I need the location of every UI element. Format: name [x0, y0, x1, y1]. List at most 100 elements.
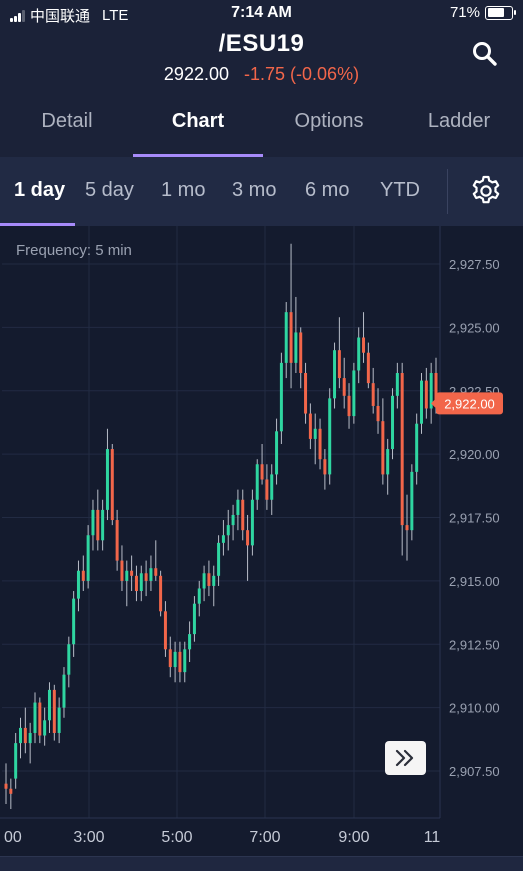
candle-body: [308, 413, 312, 439]
range-selector: 1 day 5 day 1 mo 3 mo 6 mo YTD: [0, 157, 523, 226]
candle-body: [371, 383, 375, 406]
status-bar: 中国联通 LTE 7:14 AM 71%: [0, 0, 523, 26]
candle-body: [381, 421, 385, 475]
quote-line: 2922.00 -1.75 (-0.06%): [0, 64, 523, 85]
candle-body: [265, 479, 269, 500]
last-price: 2922.00: [163, 64, 229, 84]
y-tick-label: 2,910.00: [449, 701, 500, 716]
range-1-mo[interactable]: 1 mo: [161, 179, 206, 201]
candle-body: [197, 588, 201, 604]
candle-body: [144, 573, 148, 581]
candle-body: [101, 509, 105, 541]
chart-settings-button[interactable]: [469, 174, 503, 208]
candle-body: [221, 535, 225, 543]
status-time: 7:14 AM: [231, 4, 292, 21]
candle-body: [255, 464, 259, 500]
range-6-mo[interactable]: 6 mo: [305, 179, 350, 201]
current-price-label: 2,922.00: [444, 396, 495, 411]
candle-body: [362, 337, 366, 353]
candle-body: [14, 743, 18, 779]
candle-body: [410, 471, 414, 531]
candle-body: [207, 573, 211, 586]
candle-body: [328, 398, 332, 475]
candle-body: [38, 702, 42, 736]
scroll-to-latest-button[interactable]: [385, 741, 426, 775]
candle-body: [43, 720, 47, 736]
candle-body: [250, 499, 254, 546]
network-label: LTE: [102, 7, 129, 24]
candle-body: [47, 689, 51, 721]
range-active-indicator: [0, 223, 75, 226]
gear-icon: [472, 175, 500, 204]
search-button[interactable]: [471, 40, 499, 68]
candle-body: [366, 352, 370, 384]
candle-body: [192, 603, 196, 635]
candle-body: [33, 702, 37, 733]
candle-body: [260, 464, 264, 480]
candle-body: [120, 560, 124, 581]
candle-body: [139, 573, 143, 592]
candle-body: [434, 373, 438, 404]
candle-body: [231, 514, 235, 526]
candle-body: [294, 332, 298, 363]
candle-body: [91, 509, 95, 536]
candle-body: [110, 449, 114, 521]
candle-body: [159, 575, 163, 612]
symbol-title: /ESU19: [218, 30, 305, 57]
tab-detail[interactable]: Detail: [41, 110, 93, 132]
candle-body: [149, 568, 153, 581]
candle-body: [284, 312, 288, 363]
signal-icon: [10, 9, 26, 22]
current-price-badge: [436, 392, 503, 415]
candle-body: [9, 788, 13, 794]
candle-body: [400, 373, 404, 526]
tab-active-indicator: [133, 154, 263, 157]
battery-icon: [485, 5, 516, 20]
range-ytd[interactable]: YTD: [380, 179, 420, 201]
candle-body: [188, 634, 192, 650]
range-divider: [447, 169, 448, 214]
candle-body: [76, 570, 80, 599]
range-3-mo[interactable]: 3 mo: [232, 179, 277, 201]
candle-body: [23, 727, 27, 744]
status-right: 71%: [450, 4, 516, 21]
x-tick-label: 9:00: [338, 829, 369, 846]
range-5-day[interactable]: 5 day: [85, 179, 134, 201]
candle-body: [125, 570, 129, 581]
candle-body: [275, 431, 279, 475]
candle-body: [134, 575, 138, 592]
candle-body: [347, 395, 351, 417]
candle-body: [178, 651, 182, 673]
candle-body: [105, 449, 109, 510]
candlestick-chart[interactable]: 2,927.502,925.002,922.502,920.002,917.50…: [0, 226, 523, 871]
candle-body: [357, 337, 361, 371]
candle-body: [279, 362, 283, 432]
candle-body: [376, 405, 380, 422]
y-tick-label: 2,920.00: [449, 447, 500, 462]
candle-body: [395, 373, 399, 396]
candle-body: [67, 644, 71, 675]
candle-body: [130, 570, 134, 576]
candle-body: [337, 350, 341, 379]
candle-body: [236, 499, 240, 515]
candle-body: [424, 380, 428, 409]
price-chart[interactable]: 2,927.50 2,925.00 2,922.50 2,920.00 2,917.50…: [0, 226, 523, 871]
tab-options[interactable]: Options: [294, 110, 364, 132]
candle-body: [386, 449, 390, 475]
candle-body: [168, 649, 172, 668]
current-price-pointer: [431, 398, 436, 409]
range-1-day[interactable]: 1 day: [14, 179, 66, 201]
y-tick-label: 2,907.50: [449, 764, 500, 779]
carrier-label: 中国联通: [30, 8, 91, 25]
candle-body: [420, 380, 424, 424]
tab-chart[interactable]: Chart: [171, 110, 225, 132]
candle-body: [246, 530, 250, 546]
candle-body: [96, 509, 100, 541]
candle-body: [405, 525, 409, 531]
candle-body: [62, 674, 66, 708]
candle-body: [173, 651, 177, 668]
y-tick-label: 2,927.50: [449, 257, 500, 272]
tab-ladder[interactable]: Ladder: [427, 110, 491, 132]
candle-body: [81, 570, 85, 581]
candle-body: [415, 423, 419, 472]
